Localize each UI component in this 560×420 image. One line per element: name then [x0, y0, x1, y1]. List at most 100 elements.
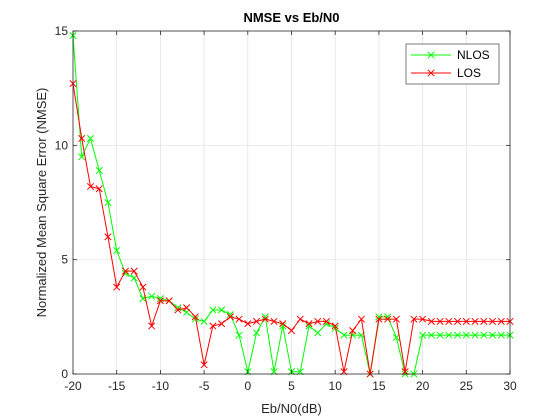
data-point-nlos-stroke [480, 331, 488, 339]
data-point-nlos-stroke [261, 313, 269, 321]
data-point-nlos-stroke [419, 331, 427, 339]
data-point-nlos-stroke [78, 153, 86, 161]
x-tick-label: 30 [503, 379, 517, 393]
data-point-los-stroke [488, 317, 497, 325]
y-tick-label: 5 [61, 253, 68, 267]
data-point-los [148, 322, 156, 330]
data-point-nlos-stroke [104, 198, 112, 207]
data-point-los [296, 315, 304, 323]
data-point-los-stroke [436, 317, 444, 325]
data-point-los-stroke [305, 320, 313, 328]
data-point-nlos [218, 306, 226, 314]
data-point-los-stroke [183, 304, 191, 312]
data-point-los-stroke [287, 326, 296, 335]
data-point-nlos [200, 317, 208, 325]
x-tick-label: 20 [416, 379, 430, 393]
data-point-los-stroke [139, 283, 147, 291]
data-point-nlos [488, 331, 497, 339]
y-tick-label: 0 [61, 367, 68, 381]
data-point-los [375, 315, 383, 323]
data-point-los [252, 317, 261, 325]
legend-marker-point-los-stroke [427, 69, 435, 77]
data-point-nlos-stroke [209, 306, 217, 314]
data-point-los-stroke [104, 233, 112, 241]
series-los [69, 80, 514, 378]
data-point-los-stroke [148, 322, 156, 330]
data-point-los [235, 315, 243, 323]
data-point-los-stroke [375, 315, 383, 323]
y-tick-label: 10 [55, 138, 69, 152]
data-point-nlos-stroke [148, 292, 156, 300]
data-point-los [130, 267, 138, 275]
data-point-nlos-stroke [279, 322, 287, 330]
data-point-los-stroke [244, 320, 252, 328]
data-point-nlos-stroke [462, 331, 470, 339]
data-point-los-stroke [322, 317, 331, 325]
legend-marker-point-nlos-stroke [427, 51, 435, 59]
x-tick-label: -10 [152, 379, 170, 393]
data-point-nlos-stroke [340, 331, 348, 339]
data-point-los [462, 317, 470, 325]
data-point-los [183, 304, 191, 312]
data-point-los-stroke [357, 315, 365, 323]
y-tick-label: 15 [55, 24, 69, 38]
data-point-los [156, 297, 164, 305]
data-point-nlos-stroke [488, 331, 497, 339]
data-point-nlos-stroke [113, 246, 121, 255]
data-point-nlos [78, 153, 86, 161]
legend-marker-los [427, 69, 435, 77]
data-point-los [279, 320, 287, 328]
data-point-nlos [261, 313, 269, 321]
data-point-los-stroke [113, 283, 121, 291]
data-point-los [384, 315, 392, 323]
legend-label-nlos: NLOS [457, 48, 490, 62]
data-point-nlos [252, 329, 261, 337]
data-point-los [209, 322, 217, 330]
data-point-los-stroke [279, 320, 287, 328]
data-point-nlos [226, 310, 234, 319]
data-point-nlos-stroke [226, 310, 234, 319]
data-point-nlos [480, 331, 488, 339]
data-point-nlos [95, 166, 103, 175]
data-point-los [174, 306, 182, 314]
data-point-los [436, 317, 444, 325]
legend-marker-nlos [427, 51, 435, 59]
data-point-los-stroke [419, 315, 427, 323]
data-point-nlos [235, 331, 243, 339]
data-point-los-stroke [427, 317, 435, 325]
data-point-los-stroke [226, 313, 234, 321]
data-point-los [331, 322, 339, 330]
x-tick-label: 10 [329, 379, 343, 393]
data-point-nlos [419, 331, 427, 339]
data-point-los-stroke [392, 315, 400, 323]
data-point-nlos [86, 134, 95, 143]
data-point-los [86, 182, 95, 191]
data-point-nlos [462, 331, 470, 339]
data-point-nlos-stroke [445, 331, 453, 339]
data-point-nlos-stroke [95, 166, 103, 175]
data-point-nlos [104, 198, 112, 207]
legend-label-los: LOS [457, 66, 481, 80]
data-point-los [471, 317, 479, 325]
data-point-los [322, 317, 331, 325]
x-tick-label: -5 [199, 379, 210, 393]
data-point-los [200, 361, 208, 369]
chart-title: NMSE vs Eb/N0 [243, 10, 339, 25]
data-point-los [287, 326, 296, 335]
data-point-nlos-stroke [305, 322, 313, 330]
data-point-los-stroke [86, 182, 95, 191]
data-point-nlos-stroke [471, 331, 479, 339]
data-point-nlos-stroke [314, 329, 322, 337]
data-point-los [191, 313, 199, 321]
data-point-los [392, 315, 400, 323]
data-point-los-stroke [174, 306, 182, 314]
data-point-los-stroke [200, 361, 208, 369]
data-point-nlos-stroke [218, 306, 226, 314]
data-point-nlos [497, 331, 505, 339]
data-point-nlos-stroke [235, 331, 243, 339]
data-point-los-stroke [261, 315, 269, 323]
x-tick-label: -15 [108, 379, 126, 393]
data-point-nlos-stroke [427, 331, 435, 339]
data-point-los [139, 283, 147, 291]
